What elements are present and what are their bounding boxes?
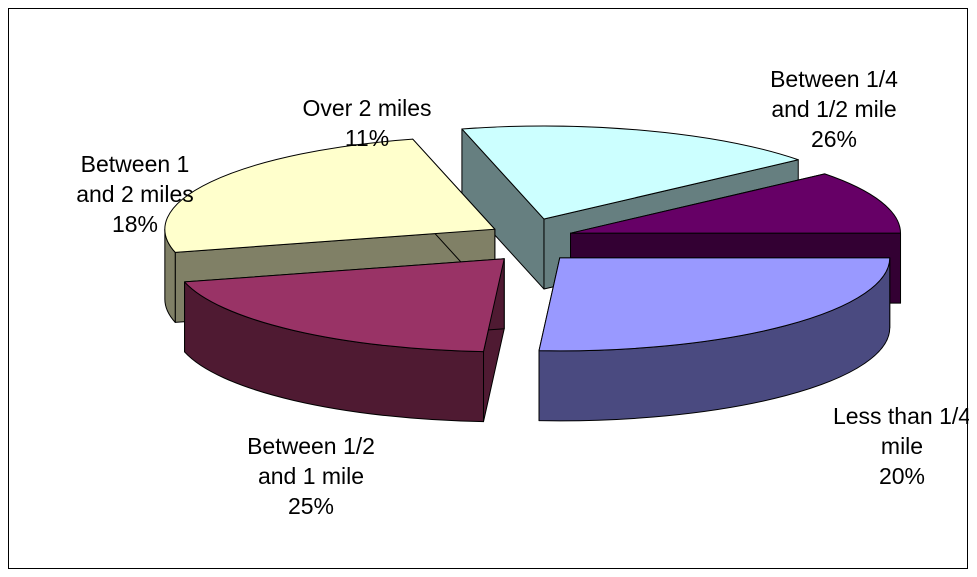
slice-top-face [538, 257, 891, 352]
slice-label-line: Between 1/2 [247, 433, 375, 459]
pie-chart: Between 1/4 and 1/2 mile 26% Less than 1/4 m… [76, 66, 969, 519]
slice-label-line: and 1 mile [258, 463, 364, 489]
slice-label-line: Between 1 [81, 151, 190, 177]
slice-label-1: Between 1/4 and 1/2 mile 26% [770, 66, 898, 152]
slice-top-face [184, 258, 505, 353]
slice-percent: 25% [288, 493, 334, 519]
slice-label-3: Between 1/2 and 1 mile 25% [247, 433, 375, 519]
slice-percent: 18% [112, 211, 158, 237]
slice-label-line: mile [881, 433, 923, 459]
slice-label-2: Less than 1/4 mile 20% [833, 403, 969, 489]
slice-label-line: and 2 miles [76, 181, 194, 207]
pie-slice-1 [538, 257, 891, 422]
slice-label-line: Less than 1/4 [833, 403, 969, 429]
slice-percent: 20% [879, 463, 925, 489]
slice-top-face [461, 125, 799, 220]
slice-top-face [570, 173, 902, 234]
slice-label-line: Over 2 miles [302, 95, 431, 121]
slice-percent: 26% [811, 126, 857, 152]
slice-label-5: Over 2 miles 11% [302, 95, 431, 151]
slice-label-line: and 1/2 mile [771, 96, 896, 122]
pie-slice-2 [184, 258, 505, 423]
slice-percent: 11% [345, 125, 389, 151]
slice-top-face [164, 138, 496, 253]
chart-frame: Between 1/4 and 1/2 mile 26% Less than 1/4 m… [8, 8, 969, 569]
slice-label-4: Between 1 and 2 miles 18% [76, 151, 194, 237]
slice-label-line: Between 1/4 [770, 66, 898, 92]
